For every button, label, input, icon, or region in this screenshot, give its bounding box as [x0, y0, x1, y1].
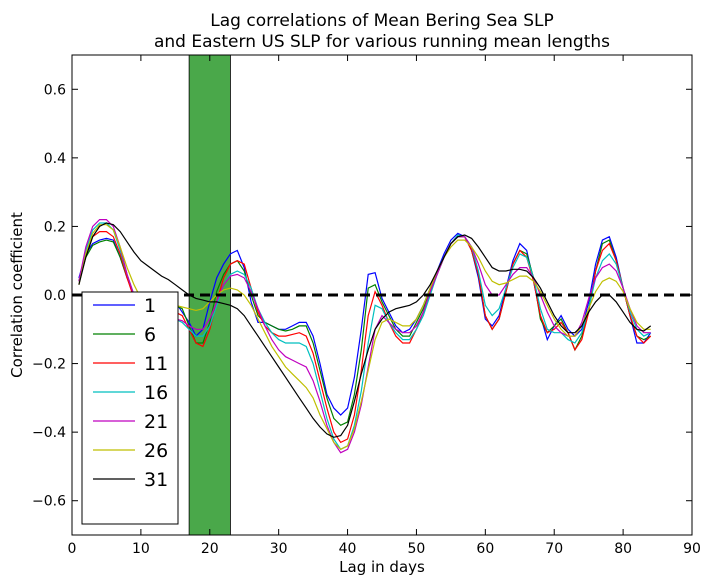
y-tick-label: −0.2 [32, 357, 66, 373]
legend-box [81, 291, 179, 525]
legend-label-31: 31 [144, 469, 168, 491]
chart-title-line-1: Lag correlations of Mean Bering Sea SLP [210, 11, 553, 31]
legend-label-1: 1 [144, 295, 156, 317]
x-tick-label: 0 [68, 541, 77, 557]
y-tick-label: −0.6 [32, 494, 66, 510]
x-tick-label: 80 [614, 541, 632, 557]
x-tick-label: 30 [270, 541, 288, 557]
y-tick-label: 0.4 [44, 151, 66, 167]
series-line-31 [78, 222, 652, 438]
legend-label-16: 16 [144, 382, 168, 404]
chart-title-line-2: and Eastern US SLP for various running m… [154, 32, 610, 52]
legend-label-26: 26 [144, 440, 168, 462]
legend-label-11: 11 [144, 353, 168, 375]
y-axis-ticks: −0.6 −0.4 −0.2 0.0 0.2 0.4 0.6 [32, 82, 692, 510]
x-tick-label: 50 [408, 541, 426, 557]
x-tick-label: 90 [683, 541, 701, 557]
y-tick-label: 0.6 [44, 82, 66, 98]
y-tick-label: 0.2 [44, 219, 66, 235]
x-tick-label: 40 [339, 541, 357, 557]
legend-label-6: 6 [144, 324, 156, 346]
x-tick-label: 60 [476, 541, 494, 557]
x-tick-label: 20 [201, 541, 219, 557]
x-tick-label: 10 [132, 541, 150, 557]
y-tick-label: 0.0 [44, 288, 66, 304]
x-tick-label: 70 [545, 541, 563, 557]
legend-label-21: 21 [144, 411, 168, 433]
x-axis-ticks: 0 10 20 30 40 50 60 70 80 90 [68, 55, 701, 557]
x-axis-label: Lag in days [339, 558, 425, 576]
y-tick-label: −0.4 [32, 425, 66, 441]
y-axis-label: Correlation coefficient [8, 212, 26, 378]
